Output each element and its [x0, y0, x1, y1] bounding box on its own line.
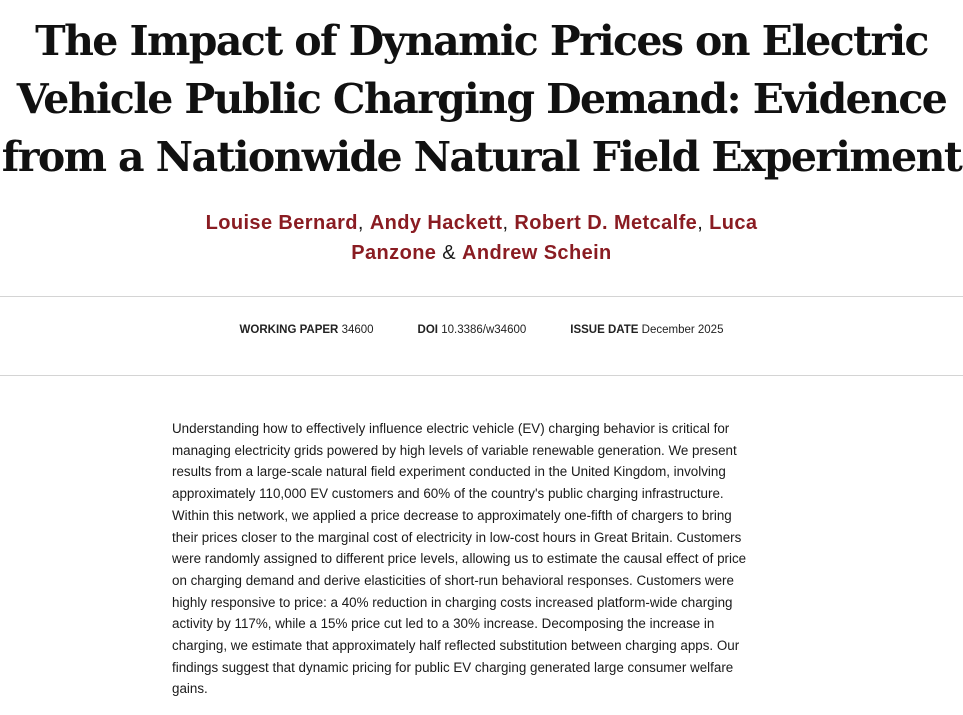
abstract-line: activity by 117%, while a 15% price cut …: [172, 616, 715, 632]
author-line: Panzone & Andrew Schein: [0, 238, 963, 268]
abstract-line: findings suggest that dynamic pricing fo…: [172, 659, 734, 675]
abstract-line: charging, we estimate that approximately…: [172, 638, 740, 654]
author-link-andrew-schein[interactable]: Andrew Schein: [462, 242, 612, 264]
abstract-line: their prices closer to the marginal cost…: [172, 529, 742, 545]
author-separator: &: [436, 242, 462, 264]
abstract-line: approximately 110,000 EV customers and 6…: [172, 486, 724, 502]
title-line: The Impact of Dynamic Prices on Electric: [35, 17, 929, 65]
abstract-line: results from a large-scale natural field…: [172, 464, 726, 480]
author-link-luca-panzone[interactable]: Luca: [709, 212, 758, 234]
title-line: from a Nationwide Natural Field Experime…: [1, 133, 963, 181]
author-link-luca-panzone[interactable]: Panzone: [351, 242, 437, 264]
abstract-line: Within this network, we applied a price …: [172, 507, 732, 523]
author-separator: ,: [357, 212, 370, 234]
abstract: Understanding how to effectively influen…: [172, 418, 797, 700]
abstract-line: were randomly assigned to different pric…: [172, 551, 747, 567]
abstract-line: managing electricity grids powered by hi…: [172, 442, 737, 458]
doi-info: DOI 10.3386/w34600: [418, 324, 527, 336]
abstract-line: on charging demand and derive elasticiti…: [172, 572, 734, 588]
author-line: Louise Bernard, Andy Hackett, Robert D. …: [0, 208, 963, 238]
doi-value: 10.3386/w34600: [441, 324, 527, 336]
divider: [0, 375, 963, 376]
issue-date-label: ISSUE DATE: [570, 324, 639, 336]
title-line: Vehicle Public Charging Demand: Evidence: [16, 75, 948, 123]
working-paper-label: WORKING PAPER: [239, 324, 339, 336]
working-paper-number: 34600: [341, 324, 374, 336]
doi-label: DOI: [417, 324, 438, 336]
issue-date-info: ISSUE DATE December 2025: [570, 324, 723, 336]
author-separator: ,: [502, 212, 515, 234]
paper-title: The Impact of Dynamic Prices on Electric…: [0, 12, 963, 186]
author-link-louise-bernard[interactable]: Louise Bernard: [205, 212, 358, 234]
issue-date-value: December 2025: [641, 324, 724, 336]
abstract-line: Understanding how to effectively influen…: [172, 421, 730, 436]
working-paper-info: WORKING PAPER 34600: [240, 324, 374, 336]
abstract-line: highly responsive to price: a 40% reduct…: [172, 594, 733, 610]
author-separator: ,: [697, 212, 710, 234]
author-link-robert-metcalfe[interactable]: Robert D. Metcalfe: [514, 212, 698, 234]
author-link-andy-hackett[interactable]: Andy Hackett: [369, 212, 503, 234]
abstract-line: gains.: [172, 681, 208, 697]
paper-metadata: WORKING PAPER 34600 DOI 10.3386/w34600 I…: [0, 324, 963, 336]
divider: [0, 296, 963, 297]
author-list: Louise Bernard, Andy Hackett, Robert D. …: [0, 208, 963, 268]
